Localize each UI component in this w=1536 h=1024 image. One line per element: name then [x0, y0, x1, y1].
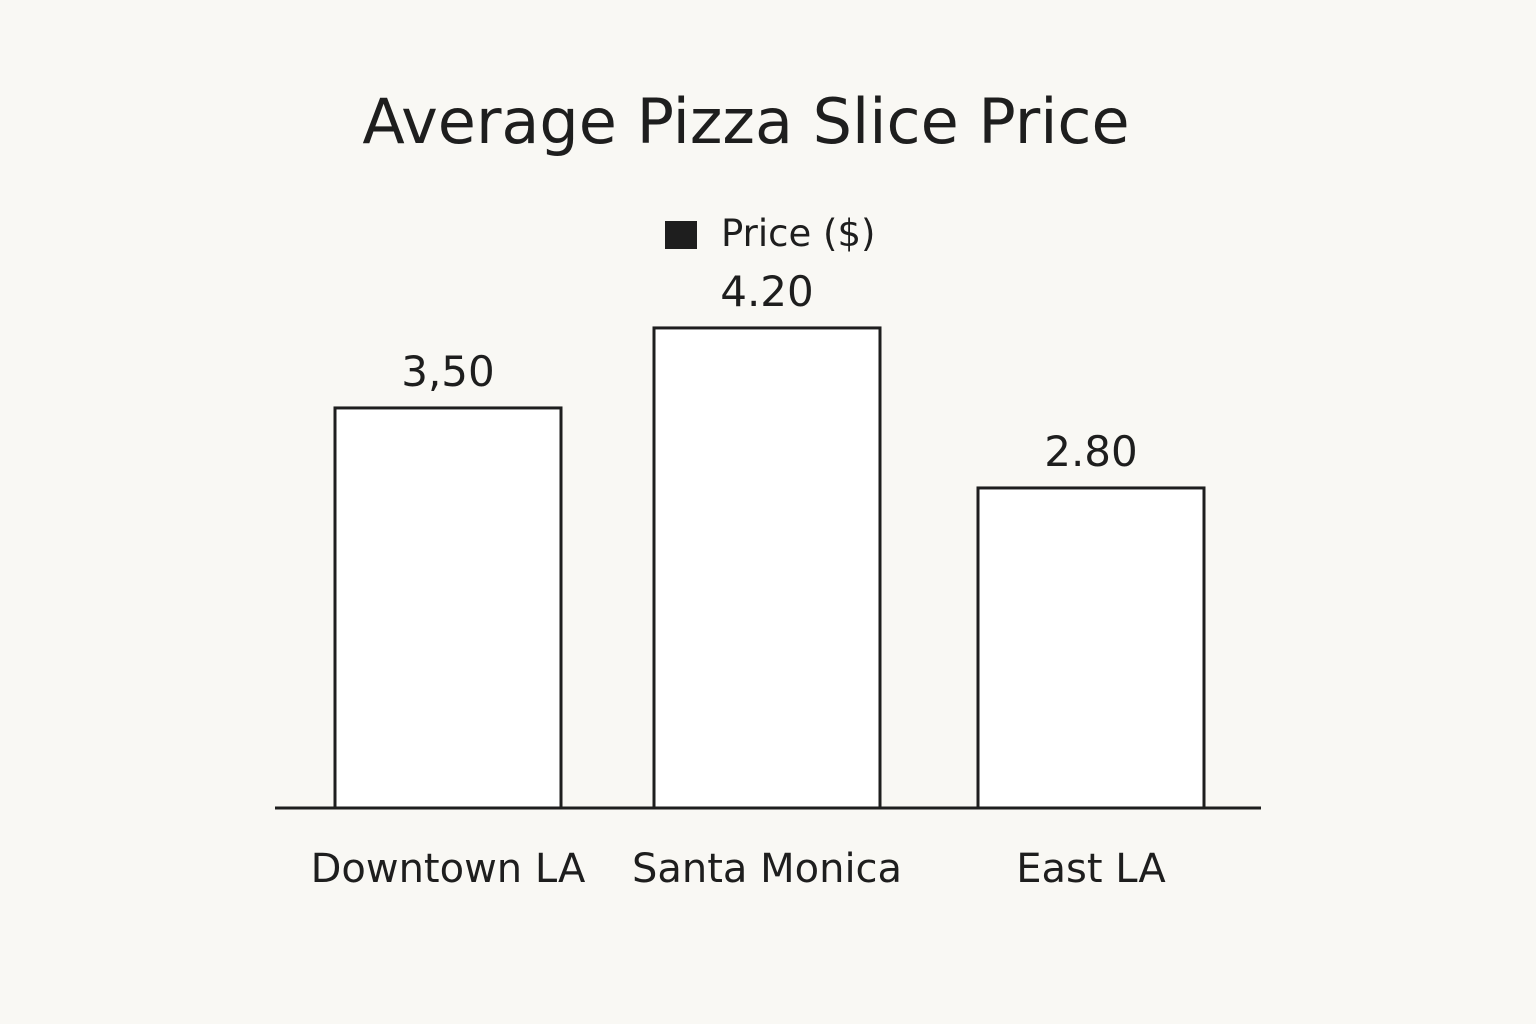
- category-labels: Downtown LA Santa Monica East LA: [311, 846, 1167, 892]
- value-labels: 3,50 4.20 2.80: [401, 267, 1138, 476]
- bar-santa-monica: [652, 326, 882, 810]
- value-label: 3,50: [401, 347, 495, 396]
- legend-swatch: [665, 221, 697, 249]
- value-label: 2.80: [1044, 427, 1138, 476]
- bar-downtown-la: [333, 406, 563, 810]
- legend: Price ($): [665, 212, 875, 255]
- category-label: Downtown LA: [311, 846, 586, 892]
- legend-label: Price ($): [721, 212, 875, 255]
- value-label: 4.20: [720, 267, 814, 316]
- bars: [333, 326, 1206, 810]
- category-label: East LA: [1016, 846, 1166, 892]
- chart-title: Average Pizza Slice Price: [362, 85, 1129, 158]
- bar-east-la: [976, 486, 1206, 810]
- category-label: Santa Monica: [632, 846, 902, 892]
